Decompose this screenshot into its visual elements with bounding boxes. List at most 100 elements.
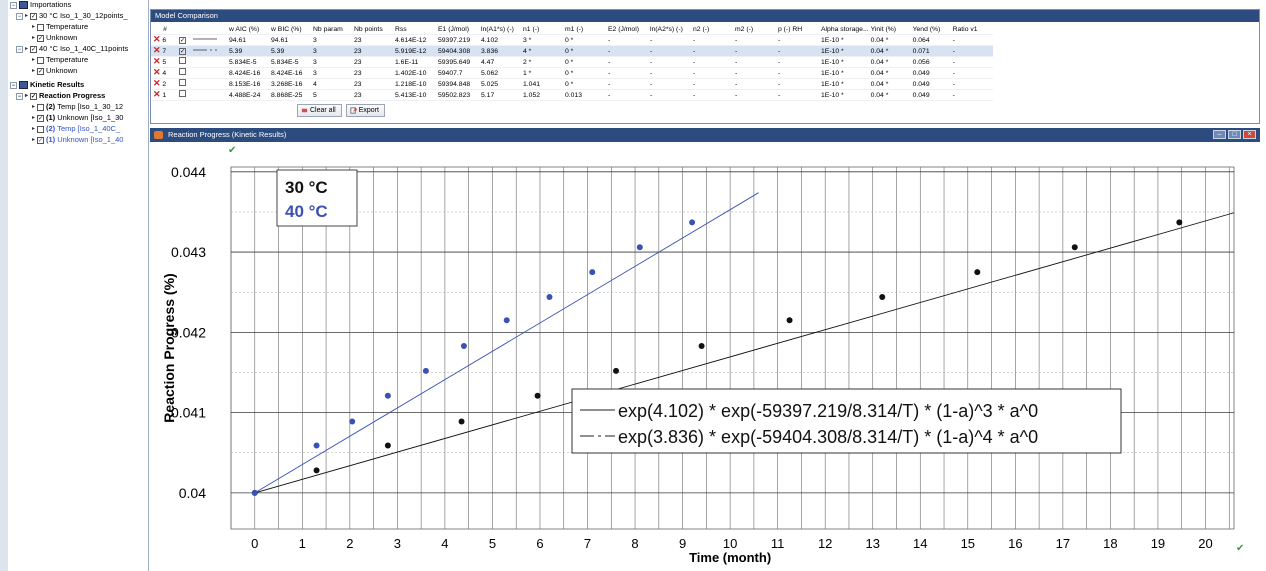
tree-item-temp-40[interactable]: ▸ (2) Temp [Iso_1_40C_ <box>32 124 121 133</box>
column-header[interactable]: # <box>151 25 177 35</box>
tree-node-temperature-30[interactable]: ▸ Temperature <box>32 22 89 31</box>
series-30-point[interactable] <box>879 294 886 301</box>
column-header[interactable]: E1 (J/mol) <box>436 25 479 35</box>
close-button[interactable]: × <box>1243 130 1256 139</box>
column-header[interactable] <box>177 25 189 35</box>
series-40-point[interactable] <box>503 317 510 324</box>
column-header[interactable]: Yend (%) <box>910 25 951 35</box>
column-header[interactable]: m2 (-) <box>733 25 776 35</box>
collapse-icon[interactable]: − <box>10 1 17 9</box>
tree-item-temp-30[interactable]: ▸ (2) Temp [Iso_1_30_12 <box>32 102 124 111</box>
series-30-point[interactable] <box>1071 244 1078 251</box>
tree-node-set-30[interactable]: − ▸ ✓ 30 °C Iso_1_30_12points_ <box>16 11 128 20</box>
checkbox-checked-icon[interactable]: ✓ <box>37 114 45 122</box>
checkbox-icon[interactable] <box>37 56 45 64</box>
series-40-point[interactable] <box>589 269 596 276</box>
delete-icon[interactable]: ✕ <box>153 78 161 88</box>
minimize-button[interactable]: – <box>1213 130 1226 139</box>
series-30-point[interactable] <box>974 269 981 276</box>
column-header[interactable]: Alpha storage... <box>819 25 869 35</box>
series-40-point[interactable] <box>636 244 643 251</box>
collapse-icon[interactable]: − <box>16 92 23 100</box>
checkbox-checked-icon[interactable]: ✓ <box>37 67 45 75</box>
column-header[interactable]: Nb points <box>352 25 393 35</box>
column-header[interactable]: n1 (-) <box>521 25 563 35</box>
reaction-progress-chart[interactable]: 0 1 2 3 4 5 6 7 8 9 10 11 12 13 14 15 16 17 18 19 200.040.04… <box>150 142 1260 570</box>
table-row[interactable]: ✕ 4 8.424E-16 8.424E-16 3 23 1.402E-10 59407.7… <box>151 67 993 79</box>
delete-icon[interactable]: ✕ <box>153 67 161 77</box>
clear-all-button[interactable]: Clear all <box>297 104 342 117</box>
tree-node-set-40[interactable]: − ▸ ✓ 40 °C Iso_1_40C_11points <box>16 44 129 53</box>
column-header[interactable]: n2 (-) <box>691 25 733 35</box>
table-row[interactable]: ✕ 2 8.153E-16 3.268E-16 4 23 1.218E-10 59394.8… <box>151 78 993 90</box>
delete-icon[interactable]: ✕ <box>153 34 161 44</box>
column-header[interactable]: p (-) RH <box>776 25 819 35</box>
column-header[interactable]: ln(A1*s) (-) <box>479 25 521 35</box>
collapse-icon[interactable]: − <box>16 12 23 20</box>
series-40-point[interactable] <box>422 367 429 374</box>
checkbox-icon[interactable] <box>179 57 186 64</box>
column-header[interactable]: w BIC (%) <box>269 25 311 35</box>
tree-node-temperature-40[interactable]: ▸ Temperature <box>32 55 89 64</box>
collapse-icon[interactable]: − <box>16 45 23 53</box>
checkbox-checked-icon[interactable]: ✓ <box>30 45 38 53</box>
checkbox-icon[interactable] <box>179 90 186 97</box>
series-30-point[interactable] <box>1176 219 1183 226</box>
tree-item-unknown-30[interactable]: ▸ ✓ (1) Unknown [Iso_1_30 <box>32 113 124 122</box>
series-30-point[interactable] <box>534 392 541 399</box>
checkbox-checked-icon[interactable]: ✓ <box>30 12 38 20</box>
series-40-point[interactable] <box>546 294 553 301</box>
series-40-point[interactable] <box>689 219 696 226</box>
tree-node-reaction-progress[interactable]: − ▸ ✓ Reaction Progress <box>16 91 106 100</box>
checkbox-icon[interactable] <box>179 68 186 75</box>
reaction-progress-window-titlebar[interactable]: Reaction Progress (Kinetic Results) – □ … <box>150 128 1260 142</box>
maximize-button[interactable]: □ <box>1228 130 1241 139</box>
column-header[interactable]: m1 (-) <box>563 25 606 35</box>
series-30-point[interactable] <box>698 342 705 349</box>
table-row[interactable]: ✕ 1 4.488E-24 8.868E-25 5 23 5.413E-10 59502.8… <box>151 89 993 101</box>
checkbox-icon[interactable] <box>37 23 45 31</box>
series-40-point[interactable] <box>349 418 356 425</box>
checkbox-checked-icon[interactable]: ✓ <box>179 36 186 44</box>
column-header[interactable]: Ratio v1 <box>950 25 993 35</box>
checkbox-checked-icon[interactable]: ✓ <box>30 92 38 100</box>
plot-area[interactable] <box>230 166 1235 530</box>
column-header[interactable] <box>189 25 227 35</box>
series-30-point[interactable] <box>613 367 620 374</box>
series-30-point[interactable] <box>786 317 793 324</box>
column-header[interactable]: ln(A2*s) (-) <box>648 25 691 35</box>
table-row[interactable]: ✕ 6 ✓ 94.61 94.61 3 23 4.614E-12 59397.219 4.102… <box>151 34 993 46</box>
tree-node-kinetic-results[interactable]: − Kinetic Results <box>10 80 85 89</box>
tree-node-unknown-30[interactable]: ▸ ✓ Unknown <box>32 33 78 42</box>
series-30-point[interactable] <box>384 442 391 449</box>
delete-icon[interactable]: ✕ <box>153 45 161 55</box>
series-40-point[interactable] <box>384 392 391 399</box>
column-header[interactable]: Rss <box>393 25 436 35</box>
column-header[interactable]: Nb param <box>311 25 352 35</box>
table-cell: 5.834E-5 <box>227 56 269 68</box>
column-header[interactable]: Yinit (%) <box>868 25 911 35</box>
export-button[interactable]: Export <box>345 104 385 117</box>
column-header[interactable]: E2 (J/mol) <box>606 25 648 35</box>
delete-icon[interactable]: ✕ <box>153 56 161 66</box>
tree-item-unknown-40[interactable]: ▸ ✓ (1) Unknown [Iso_1_40 <box>32 135 124 144</box>
tree-node-unknown-40[interactable]: ▸ ✓ Unknown <box>32 66 78 75</box>
series-40-point[interactable] <box>460 342 467 349</box>
checkbox-checked-icon[interactable]: ✓ <box>37 136 45 144</box>
series-40-point[interactable] <box>313 442 320 449</box>
series-30-point[interactable] <box>458 418 465 425</box>
collapse-icon[interactable]: − <box>10 81 17 89</box>
table-row[interactable]: ✕ 7 ✓ 5.39 5.39 3 23 5.919E-12 59404.308 3.836 4 … <box>151 45 993 57</box>
delete-icon[interactable]: ✕ <box>153 89 161 99</box>
checkbox-icon[interactable] <box>179 79 186 86</box>
checkbox-icon[interactable] <box>37 103 45 111</box>
checkbox-checked-icon[interactable]: ✓ <box>179 47 186 55</box>
column-header[interactable]: w AIC (%) <box>227 25 269 35</box>
checkbox-checked-icon[interactable]: ✓ <box>37 34 45 42</box>
table-cell: 0 * <box>563 67 606 79</box>
tree-node-importations[interactable]: − Importations <box>10 0 72 9</box>
series-40-point[interactable] <box>251 489 258 496</box>
series-30-point[interactable] <box>313 467 320 474</box>
table-row[interactable]: ✕ 5 5.834E-5 5.834E-5 3 23 1.6E-11 59395.649 4.… <box>151 56 993 68</box>
checkbox-icon[interactable] <box>37 125 45 133</box>
